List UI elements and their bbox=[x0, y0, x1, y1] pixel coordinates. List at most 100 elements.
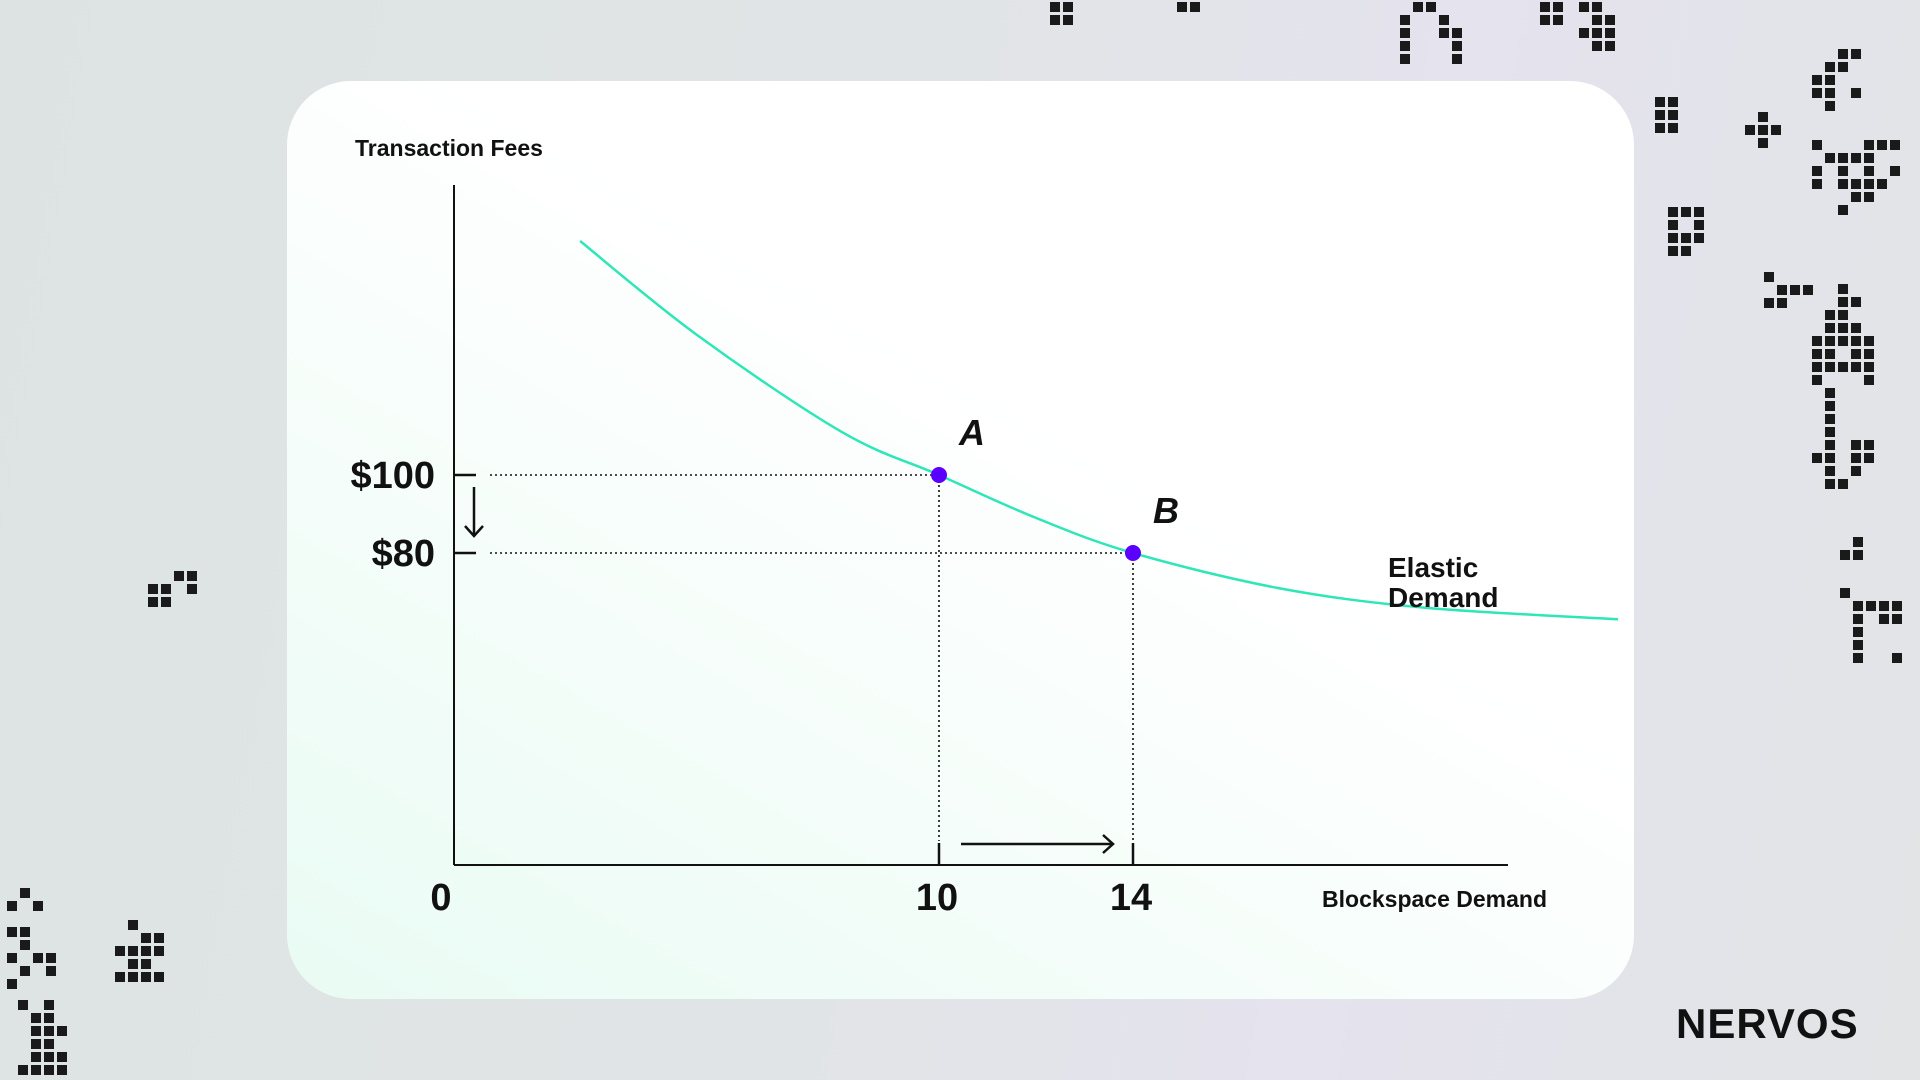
pixel-block bbox=[1853, 653, 1863, 663]
pixel-block bbox=[1851, 192, 1861, 202]
pixel-block bbox=[128, 959, 138, 969]
pixel-block bbox=[148, 584, 158, 594]
pixel-block bbox=[1825, 62, 1835, 72]
pixel-block bbox=[1825, 349, 1835, 359]
pixel-block bbox=[33, 901, 43, 911]
pixel-block bbox=[1681, 246, 1691, 256]
pixel-block bbox=[187, 571, 197, 581]
pixel-block bbox=[44, 1000, 54, 1010]
pixel-block bbox=[115, 946, 125, 956]
pixel-block bbox=[1681, 207, 1691, 217]
pixel-block bbox=[20, 940, 30, 950]
pixel-block bbox=[128, 946, 138, 956]
pixel-block bbox=[1553, 15, 1563, 25]
pixel-block bbox=[1864, 440, 1874, 450]
pixel-block bbox=[161, 597, 171, 607]
pixel-block bbox=[31, 1052, 41, 1062]
pixel-block bbox=[1177, 2, 1187, 12]
pixel-block bbox=[1050, 15, 1060, 25]
pixel-block bbox=[1851, 440, 1861, 450]
pixel-block bbox=[1853, 537, 1863, 547]
pixel-block bbox=[1777, 298, 1787, 308]
pixel-block bbox=[1400, 28, 1410, 38]
pixel-block bbox=[1877, 179, 1887, 189]
pixel-block bbox=[1851, 88, 1861, 98]
pixel-block bbox=[1838, 336, 1848, 346]
pixel-block bbox=[33, 953, 43, 963]
data-point-a bbox=[931, 467, 947, 483]
pixel-block bbox=[1540, 2, 1550, 12]
pixel-block bbox=[1400, 41, 1410, 51]
pixel-block bbox=[1812, 75, 1822, 85]
pixel-block bbox=[1840, 588, 1850, 598]
pixel-block bbox=[1838, 153, 1848, 163]
pixel-block bbox=[1838, 310, 1848, 320]
pixel-block bbox=[57, 1052, 67, 1062]
pixel-block bbox=[1879, 614, 1889, 624]
pixel-block bbox=[1825, 401, 1835, 411]
pixel-block bbox=[1668, 246, 1678, 256]
pixel-block bbox=[18, 1000, 28, 1010]
pixel-block bbox=[1764, 298, 1774, 308]
pixel-block bbox=[141, 946, 151, 956]
pixel-block bbox=[1812, 336, 1822, 346]
pixel-block bbox=[1439, 15, 1449, 25]
pixel-block bbox=[1851, 49, 1861, 59]
pixel-block bbox=[1777, 285, 1787, 295]
pixel-block bbox=[148, 597, 158, 607]
pixel-block bbox=[1758, 112, 1768, 122]
curve-annotation: Elastic Demand bbox=[1388, 552, 1498, 613]
x-tick-label: 0 bbox=[430, 877, 451, 919]
pixel-block bbox=[161, 584, 171, 594]
pixel-block bbox=[1853, 627, 1863, 637]
pixel-block bbox=[1553, 2, 1563, 12]
pixel-block bbox=[1812, 349, 1822, 359]
pixel-block bbox=[128, 920, 138, 930]
pixel-block bbox=[31, 1039, 41, 1049]
pixel-block bbox=[44, 1065, 54, 1075]
down-arrow-head bbox=[464, 525, 484, 538]
pixel-block bbox=[1681, 233, 1691, 243]
pixel-block bbox=[44, 1013, 54, 1023]
y-axis-label: Transaction Fees bbox=[355, 135, 543, 161]
pixel-block bbox=[1851, 179, 1861, 189]
pixel-block bbox=[1864, 192, 1874, 202]
y-tick-label: $80 bbox=[372, 533, 435, 575]
pixel-block bbox=[1540, 15, 1550, 25]
pixel-block bbox=[1825, 427, 1835, 437]
pixel-block bbox=[1825, 466, 1835, 476]
pixel-block bbox=[1812, 179, 1822, 189]
pixel-block bbox=[31, 1026, 41, 1036]
annotation-line: Demand bbox=[1388, 582, 1498, 613]
pixel-block bbox=[1851, 453, 1861, 463]
pixel-block bbox=[20, 966, 30, 976]
pixel-block bbox=[1812, 166, 1822, 176]
x-axis-label: Blockspace Demand bbox=[1322, 886, 1547, 912]
pixel-block bbox=[1840, 550, 1850, 560]
pixel-block bbox=[1838, 49, 1848, 59]
pixel-block bbox=[1439, 28, 1449, 38]
pixel-block bbox=[1851, 297, 1861, 307]
pixel-block bbox=[141, 933, 151, 943]
pixel-block bbox=[1825, 88, 1835, 98]
pixel-block bbox=[20, 927, 30, 937]
pixel-block bbox=[1592, 15, 1602, 25]
pixel-block bbox=[1825, 101, 1835, 111]
pixel-block bbox=[1655, 110, 1665, 120]
axis-ticks: $80 $100 0 10 14 bbox=[350, 455, 1152, 919]
pixel-block bbox=[1668, 207, 1678, 217]
pixel-block bbox=[7, 927, 17, 937]
pixel-block bbox=[1812, 362, 1822, 372]
pixel-block bbox=[1838, 205, 1848, 215]
pixel-block bbox=[1592, 2, 1602, 12]
pixel-block bbox=[1452, 41, 1462, 51]
pixel-block bbox=[20, 888, 30, 898]
pixel-block bbox=[1838, 179, 1848, 189]
pixel-block bbox=[1605, 15, 1615, 25]
pixel-block bbox=[1879, 601, 1889, 611]
pixel-block bbox=[7, 953, 17, 963]
pixel-block bbox=[1426, 2, 1436, 12]
pixel-block bbox=[154, 972, 164, 982]
pixel-block bbox=[1655, 97, 1665, 107]
guide-lines bbox=[490, 474, 1134, 841]
